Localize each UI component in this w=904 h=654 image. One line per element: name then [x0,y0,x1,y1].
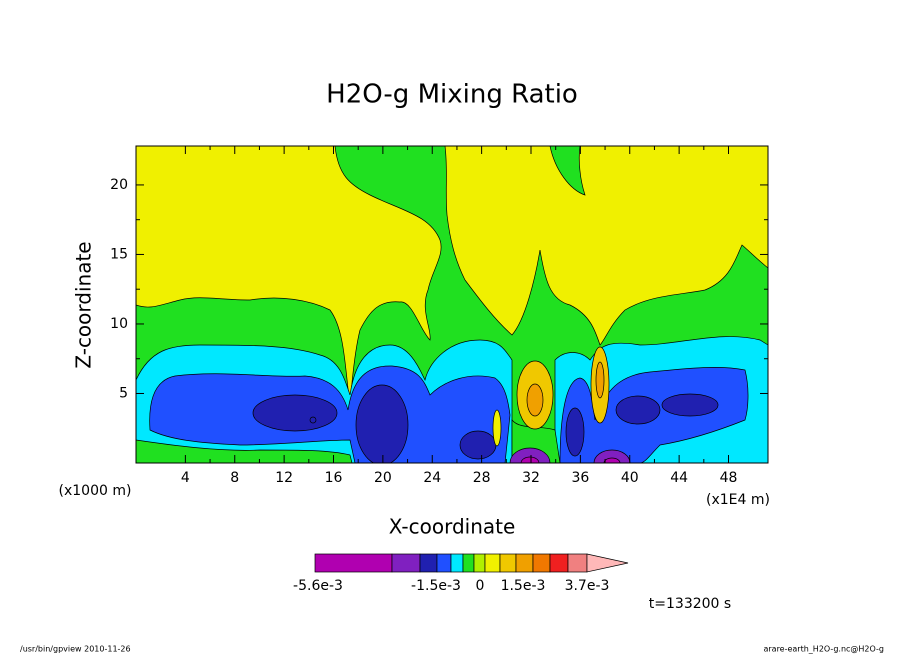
y-tick-label: 5 [119,385,128,401]
contour-band [661,393,719,417]
colorbar-label: 1.5e-3 [501,578,546,594]
colorbar-label: 3.7e-3 [565,578,610,594]
colorbar-box [419,553,438,573]
x-tick-label: 12 [275,470,293,486]
x-tick-label: 28 [473,470,491,486]
x-tick-label: 48 [720,470,738,486]
x-tick-label: 20 [374,470,392,486]
chart-title: H2O-g Mixing Ratio [326,80,578,110]
colorbar-label: -1.5e-3 [411,578,461,594]
y-tick-label: 10 [110,316,128,332]
colorbar-box [499,553,517,573]
contour-band [509,447,551,463]
colorbar-box [462,553,475,573]
colorbar-box [391,553,421,573]
contour-band [459,430,497,460]
x-axis-label: X-coordinate [389,515,516,539]
contour-band [136,439,353,463]
colorbar-box [436,553,452,573]
contour-band [309,416,317,424]
x-tick-label: 32 [522,470,540,486]
colorbar-box [549,553,569,573]
x-tick-label: 4 [181,470,190,486]
contour-band [615,395,661,425]
y-tick-label: 20 [110,177,128,193]
colorbar-label: -5.6e-3 [293,578,343,594]
contour-band [593,449,631,463]
contour-band [355,384,409,463]
x-tick-label: 36 [571,470,589,486]
x-unit: (x1000 m) [59,483,132,499]
x-tick-label: 24 [423,470,441,486]
y-tick-label: 15 [110,246,128,262]
colorbar-box [450,553,464,573]
contour-band [136,146,442,406]
time-label: t=133200 s [649,596,731,612]
contour-band [520,456,540,463]
y-axis-label: Z-coordinate [72,241,96,368]
contour-band [444,146,768,346]
x-tick-label: 40 [621,470,639,486]
contour-band [603,457,621,463]
colorbar-box [484,553,501,573]
contour-band [526,383,544,417]
colorbar-label: 0 [476,578,485,594]
colorbar-box [314,553,393,573]
contour-band [595,361,605,399]
x-tick-label: 8 [230,470,239,486]
colorbar-box [515,553,534,573]
footer-right: arare-earth_H2O-g.nc@H2O-g [763,645,884,654]
colorbar [314,553,629,573]
colorbar-arrow [586,553,629,573]
colorbar-box [532,553,551,573]
x-scale-note: (x1E4 m) [706,492,770,508]
colorbar-box [567,553,588,573]
plot-frame [135,145,769,464]
x-tick-label: 16 [325,470,343,486]
contour-band [565,407,585,457]
footer-left: /usr/bin/gpview 2010-11-26 [20,645,131,654]
colorbar-box [473,553,486,573]
contour-band [492,409,502,447]
contour-band [252,394,338,432]
contour-field [136,146,768,463]
x-tick-label: 44 [670,470,688,486]
